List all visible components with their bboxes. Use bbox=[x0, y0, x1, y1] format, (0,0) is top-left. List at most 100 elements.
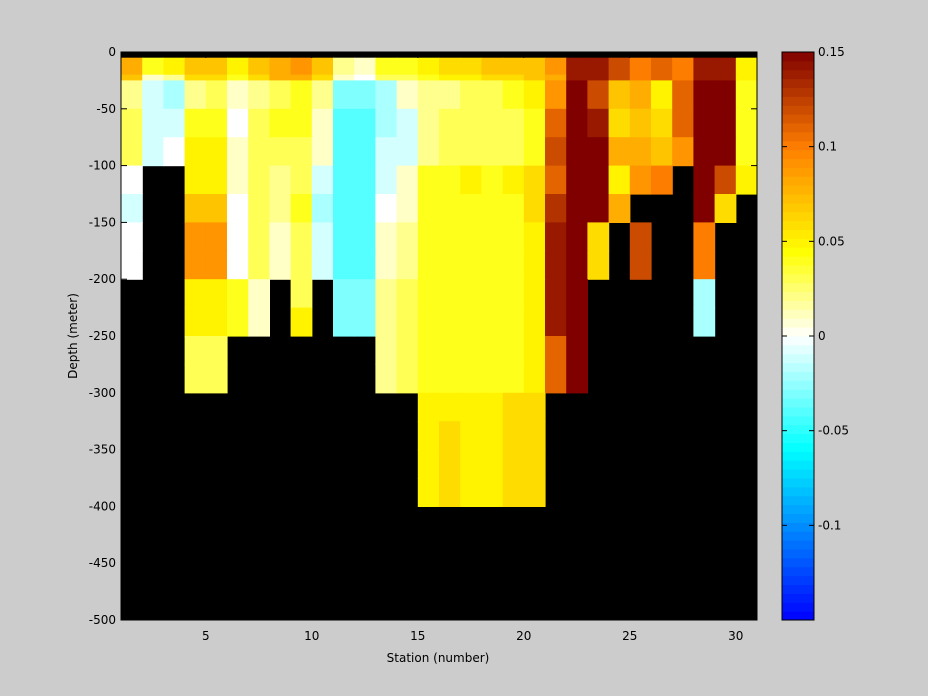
heatmap-cell bbox=[290, 74, 313, 81]
heatmap-cell bbox=[714, 57, 737, 76]
heatmap-cell bbox=[396, 307, 419, 337]
colorbar-level bbox=[782, 114, 814, 124]
heatmap-cell bbox=[439, 194, 461, 223]
heatmap-cell bbox=[502, 80, 525, 110]
colorbar-level bbox=[782, 513, 814, 523]
colorbar-level bbox=[782, 371, 814, 381]
heatmap-cell bbox=[354, 108, 376, 138]
heatmap-cell bbox=[672, 57, 694, 76]
heatmap-cell bbox=[735, 137, 758, 167]
heatmap-cell bbox=[523, 108, 546, 138]
y-axis-ticks: 0 -50 -100 -150 -200 -250 -300 -350 -400 -450 -500 bbox=[89, 45, 757, 627]
heatmap-cell bbox=[566, 336, 588, 365]
colorbar-level bbox=[782, 504, 814, 515]
heatmap-cell bbox=[460, 74, 482, 81]
heatmap-cell bbox=[587, 194, 610, 223]
heatmap-cell bbox=[460, 194, 482, 223]
heatmap-cell bbox=[566, 250, 588, 280]
heatmap-cell bbox=[629, 137, 652, 167]
heatmap-cell bbox=[523, 421, 546, 451]
heatmap-cell bbox=[608, 194, 631, 223]
heatmap-cell bbox=[523, 478, 546, 507]
heatmap-cell bbox=[545, 222, 567, 252]
colorbar-level bbox=[782, 353, 814, 364]
colorbar-level bbox=[782, 424, 814, 435]
heatmap-cell bbox=[375, 74, 398, 81]
heatmap-cell bbox=[439, 449, 461, 479]
heatmap-cell bbox=[566, 137, 588, 167]
colorbar-level bbox=[782, 389, 814, 399]
heatmap-cell bbox=[396, 74, 419, 81]
heatmap-cell bbox=[248, 74, 270, 81]
heatmap-cell bbox=[375, 137, 398, 167]
heatmap-cell bbox=[163, 57, 186, 76]
heatmap-cell bbox=[184, 137, 207, 167]
colorbar-level bbox=[782, 318, 814, 328]
heatmap-cell bbox=[311, 57, 334, 76]
heatmap-cell bbox=[121, 250, 143, 280]
heatmap-cell bbox=[248, 108, 270, 138]
heatmap-cell bbox=[502, 165, 525, 195]
heatmap-cell bbox=[121, 137, 143, 167]
heatmap-cell bbox=[354, 194, 376, 223]
heatmap-cell bbox=[311, 250, 334, 280]
heatmap-cell bbox=[545, 364, 567, 394]
heatmap-cell bbox=[439, 392, 461, 422]
heatmap-cell bbox=[608, 165, 631, 195]
heatmap-cell bbox=[205, 80, 228, 110]
heatmap-cell bbox=[481, 449, 504, 479]
colorbar-level bbox=[782, 52, 814, 62]
heatmap-cell bbox=[227, 108, 249, 138]
heatmap-cell bbox=[375, 307, 398, 337]
colorbar-level bbox=[782, 344, 814, 355]
heatmap-cell bbox=[269, 74, 292, 81]
heatmap-cell bbox=[502, 336, 525, 365]
heatmap-cell bbox=[354, 80, 376, 110]
heatmap-cell bbox=[417, 364, 440, 394]
heatmap-cell bbox=[121, 194, 143, 223]
heatmap-cell bbox=[417, 250, 440, 280]
heatmap-cell bbox=[439, 57, 461, 76]
colorbar-level bbox=[782, 495, 814, 506]
heatmap-cell bbox=[439, 336, 461, 365]
heatmap-cell bbox=[587, 250, 610, 280]
heatmap-cell bbox=[481, 392, 504, 422]
heatmap-cell bbox=[693, 307, 716, 337]
heatmap-cell bbox=[290, 80, 313, 110]
heatmap-cell bbox=[481, 279, 504, 309]
heatmap-cell bbox=[502, 137, 525, 167]
heatmap-cell bbox=[545, 137, 567, 167]
colorbar-level bbox=[782, 486, 814, 497]
heatmap-cell bbox=[227, 137, 249, 167]
heatmap-cell bbox=[290, 250, 313, 280]
heatmap-cell bbox=[545, 250, 567, 280]
heatmap-cell bbox=[651, 57, 673, 76]
heatmap-cell bbox=[693, 57, 716, 76]
colorbar-tick-label: 0.05 bbox=[818, 234, 845, 248]
heatmap-cell bbox=[523, 74, 546, 81]
heatmap-cell bbox=[417, 222, 440, 252]
heatmap-cell bbox=[608, 80, 631, 110]
heatmap-cell bbox=[502, 279, 525, 309]
heatmap-cell bbox=[269, 222, 292, 252]
heatmap-cell bbox=[693, 80, 716, 110]
heatmap-cell bbox=[693, 165, 716, 195]
colorbar-level bbox=[782, 96, 814, 106]
heatmap-cell bbox=[396, 165, 419, 195]
heatmap-cell bbox=[417, 165, 440, 195]
heatmap-cell bbox=[545, 74, 567, 81]
heatmap-cell bbox=[502, 194, 525, 223]
heatmap-cell bbox=[587, 137, 610, 167]
heatmap-cell bbox=[735, 165, 758, 195]
colorbar-level bbox=[782, 557, 814, 568]
heatmap-cell bbox=[502, 250, 525, 280]
heatmap-cell bbox=[290, 194, 313, 223]
heatmap-cell bbox=[333, 57, 355, 76]
heatmap-cell bbox=[142, 80, 164, 110]
colorbar-level bbox=[782, 282, 814, 293]
colorbar-level bbox=[782, 451, 814, 461]
heatmap-cell bbox=[269, 108, 292, 138]
heatmap-cell bbox=[205, 222, 228, 252]
colorbar-level bbox=[782, 229, 814, 239]
heatmap-cell bbox=[269, 137, 292, 167]
